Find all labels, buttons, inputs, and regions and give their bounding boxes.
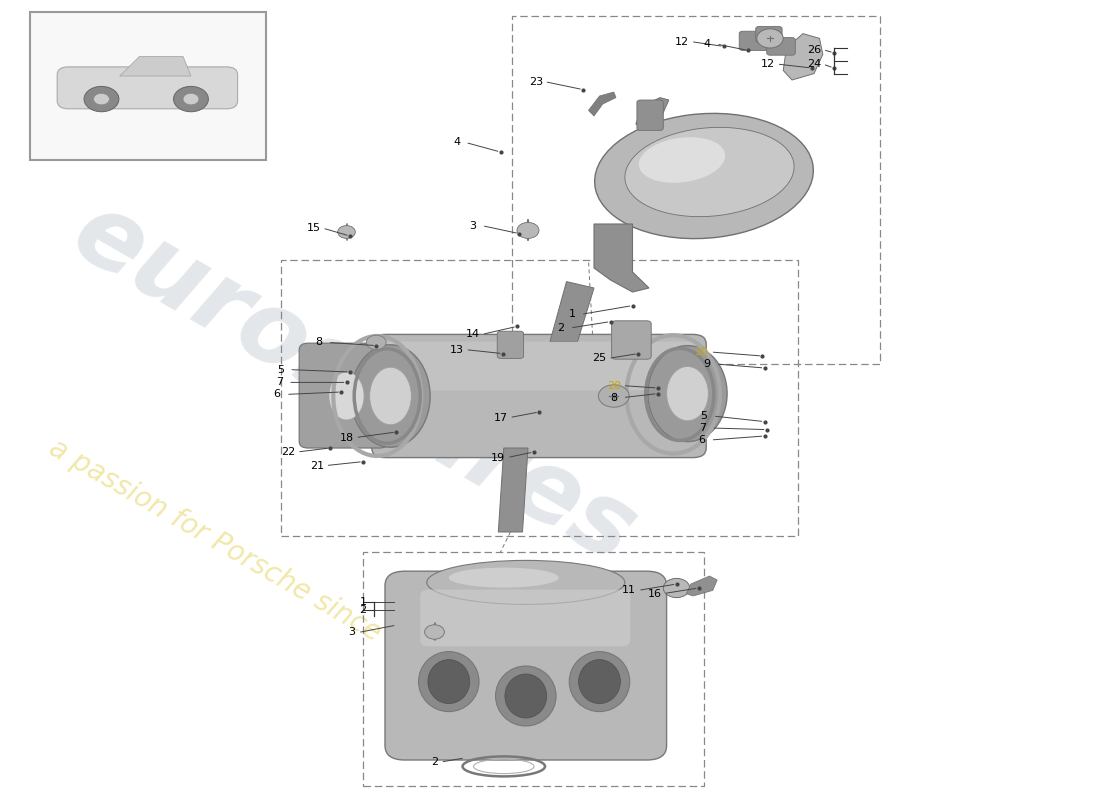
Ellipse shape <box>505 674 547 718</box>
Polygon shape <box>686 576 717 596</box>
Circle shape <box>598 385 629 407</box>
Text: 7: 7 <box>276 378 283 387</box>
FancyBboxPatch shape <box>756 26 782 42</box>
FancyBboxPatch shape <box>299 343 388 448</box>
FancyBboxPatch shape <box>372 334 706 458</box>
Ellipse shape <box>495 666 556 726</box>
FancyBboxPatch shape <box>612 321 651 359</box>
Text: 9: 9 <box>704 359 711 369</box>
Ellipse shape <box>428 659 470 704</box>
Circle shape <box>183 94 199 105</box>
Ellipse shape <box>449 568 559 587</box>
Polygon shape <box>498 448 528 532</box>
Text: 14: 14 <box>466 330 480 339</box>
Bar <box>280 260 798 536</box>
FancyBboxPatch shape <box>739 31 770 50</box>
Ellipse shape <box>625 127 794 217</box>
Bar <box>363 552 704 786</box>
Ellipse shape <box>570 651 629 712</box>
Text: 20: 20 <box>607 381 620 390</box>
Circle shape <box>174 86 208 112</box>
Text: 8: 8 <box>610 393 617 402</box>
Text: 4: 4 <box>453 138 460 147</box>
Circle shape <box>757 29 783 48</box>
Text: 3: 3 <box>470 221 476 230</box>
Text: a passion for Porsche since 1985: a passion for Porsche since 1985 <box>44 434 454 686</box>
Ellipse shape <box>351 345 430 447</box>
Circle shape <box>663 578 690 598</box>
Text: 10: 10 <box>695 347 708 357</box>
Text: 22: 22 <box>282 447 295 457</box>
Text: 25: 25 <box>593 354 606 363</box>
Circle shape <box>425 625 444 639</box>
Text: 11: 11 <box>623 586 636 595</box>
Polygon shape <box>783 34 823 80</box>
Text: 4: 4 <box>704 39 711 49</box>
Text: 2: 2 <box>360 605 366 614</box>
Text: 26: 26 <box>807 45 821 54</box>
Text: 24: 24 <box>807 59 821 69</box>
Bar <box>512 16 880 364</box>
FancyBboxPatch shape <box>57 67 238 109</box>
Polygon shape <box>120 57 191 76</box>
Text: 17: 17 <box>494 413 507 422</box>
Text: 15: 15 <box>307 223 320 233</box>
Text: 2: 2 <box>431 757 438 766</box>
FancyBboxPatch shape <box>420 590 630 646</box>
Text: 6: 6 <box>698 435 705 445</box>
FancyBboxPatch shape <box>382 342 696 390</box>
Ellipse shape <box>595 114 813 238</box>
Text: 8: 8 <box>316 338 322 347</box>
Ellipse shape <box>639 137 725 183</box>
FancyBboxPatch shape <box>767 38 795 55</box>
Polygon shape <box>636 98 669 128</box>
FancyBboxPatch shape <box>497 331 524 358</box>
Ellipse shape <box>648 346 727 442</box>
Text: 5: 5 <box>277 365 284 374</box>
Text: 7: 7 <box>700 423 706 433</box>
Text: 18: 18 <box>340 433 353 442</box>
Ellipse shape <box>667 366 708 421</box>
Ellipse shape <box>427 560 625 605</box>
Circle shape <box>366 335 386 350</box>
Ellipse shape <box>329 372 364 420</box>
FancyBboxPatch shape <box>385 571 667 760</box>
Bar <box>30 12 266 160</box>
Polygon shape <box>588 92 616 116</box>
Polygon shape <box>550 282 594 342</box>
Text: 3: 3 <box>349 627 355 637</box>
Ellipse shape <box>418 651 478 712</box>
Text: 6: 6 <box>274 390 280 399</box>
FancyBboxPatch shape <box>637 100 663 130</box>
Text: 1: 1 <box>569 310 575 319</box>
Text: 5: 5 <box>701 411 707 421</box>
Circle shape <box>84 86 119 112</box>
Ellipse shape <box>370 367 411 425</box>
Ellipse shape <box>579 659 620 704</box>
Text: 1: 1 <box>360 597 366 606</box>
Text: eurospares: eurospares <box>55 184 651 584</box>
Polygon shape <box>594 224 649 292</box>
Text: 12: 12 <box>675 37 689 46</box>
Text: 19: 19 <box>492 453 505 462</box>
Text: 16: 16 <box>648 589 661 598</box>
Circle shape <box>338 226 355 238</box>
Text: 13: 13 <box>450 345 463 354</box>
Text: 21: 21 <box>310 461 323 470</box>
Text: 23: 23 <box>529 77 542 86</box>
Text: 12: 12 <box>761 59 774 69</box>
Circle shape <box>94 94 109 105</box>
Circle shape <box>517 222 539 238</box>
Text: 2: 2 <box>558 323 564 333</box>
